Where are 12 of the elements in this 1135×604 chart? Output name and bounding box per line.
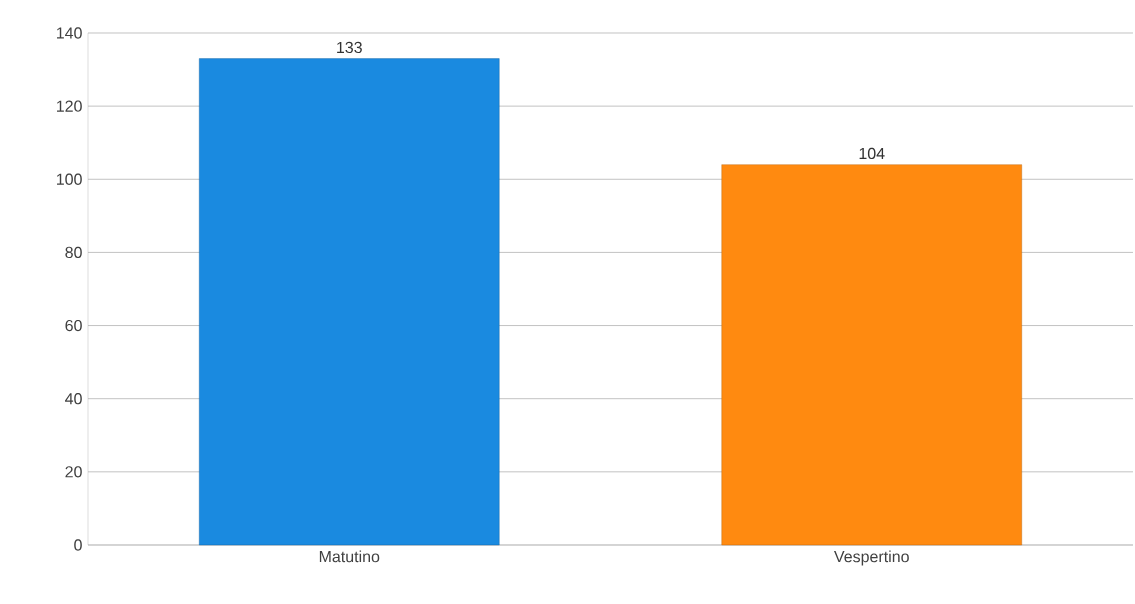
y-tick-label: 60	[65, 319, 82, 332]
y-tick-label: 120	[57, 100, 82, 112]
y-tick-label: 80	[65, 246, 82, 259]
x-tick-label: Matutino	[319, 550, 380, 563]
y-tick-label: 0	[74, 539, 82, 551]
x-tick-label: Vespertino	[834, 550, 909, 566]
y-tick-label: 20	[65, 466, 82, 478]
y-tick-label: 40	[65, 393, 82, 405]
y-tick-label: 140	[57, 27, 82, 39]
y-tick-label: 100	[57, 173, 82, 185]
data-label: 104	[859, 147, 885, 160]
data-label: 133	[337, 41, 362, 54]
